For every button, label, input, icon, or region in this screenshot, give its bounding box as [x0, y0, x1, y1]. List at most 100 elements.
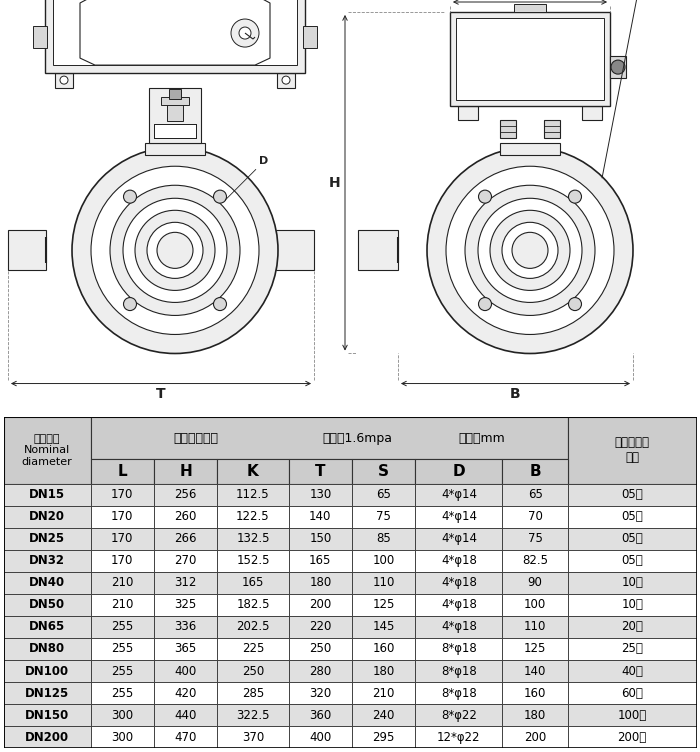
Text: 300: 300 — [111, 731, 134, 744]
Bar — [288, 550, 352, 572]
Bar — [503, 726, 568, 748]
Circle shape — [446, 166, 614, 335]
Bar — [544, 120, 560, 138]
Bar — [90, 572, 154, 594]
Text: 10型: 10型 — [621, 599, 643, 611]
Bar — [415, 484, 503, 505]
Text: 255: 255 — [111, 687, 134, 699]
Text: 140: 140 — [309, 510, 332, 523]
Bar — [514, 4, 546, 12]
Bar — [169, 89, 181, 99]
Text: 05型: 05型 — [622, 488, 643, 501]
Bar — [4, 594, 90, 616]
Text: 225: 225 — [241, 642, 264, 656]
Bar — [154, 505, 217, 528]
Text: DN50: DN50 — [29, 599, 65, 611]
Text: 210: 210 — [111, 599, 134, 611]
Bar — [568, 417, 696, 484]
Text: 112.5: 112.5 — [236, 488, 270, 501]
Text: 05型: 05型 — [622, 554, 643, 567]
Text: 4*φ18: 4*φ18 — [441, 576, 477, 590]
Text: 4*φ18: 4*φ18 — [441, 620, 477, 633]
Bar — [217, 616, 288, 638]
Circle shape — [135, 211, 215, 290]
Bar — [154, 484, 217, 505]
Bar — [90, 726, 154, 748]
Bar — [288, 638, 352, 660]
Text: 300: 300 — [111, 708, 134, 722]
Text: T: T — [156, 387, 166, 401]
Text: 440: 440 — [174, 708, 197, 722]
Text: 8*φ18: 8*φ18 — [441, 665, 477, 678]
Bar — [90, 616, 154, 638]
Text: 85: 85 — [377, 532, 391, 545]
Text: DN125: DN125 — [25, 687, 69, 699]
Bar — [154, 638, 217, 660]
Text: 270: 270 — [174, 554, 197, 567]
Text: 280: 280 — [309, 665, 331, 678]
Circle shape — [282, 76, 290, 84]
Bar — [217, 638, 288, 660]
Text: 165: 165 — [241, 576, 264, 590]
Text: 295: 295 — [372, 731, 395, 744]
Bar — [90, 638, 154, 660]
Text: 260: 260 — [174, 510, 197, 523]
Text: 12*φ22: 12*φ22 — [437, 731, 481, 744]
Text: 420: 420 — [174, 687, 197, 699]
Bar — [415, 638, 503, 660]
Text: 75: 75 — [376, 510, 391, 523]
Bar — [288, 594, 352, 616]
Text: DN20: DN20 — [29, 510, 65, 523]
Text: 400: 400 — [174, 665, 197, 678]
Text: 325: 325 — [174, 599, 197, 611]
Bar — [358, 230, 398, 271]
Bar — [4, 505, 90, 528]
Bar — [288, 484, 352, 505]
Text: 210: 210 — [372, 687, 395, 699]
Bar — [288, 682, 352, 704]
Bar — [4, 660, 90, 682]
Bar — [503, 616, 568, 638]
Bar — [90, 550, 154, 572]
Bar — [568, 484, 696, 505]
Bar — [161, 97, 189, 105]
Bar — [352, 682, 415, 704]
Bar — [415, 550, 503, 572]
Text: 25型: 25型 — [621, 642, 643, 656]
Bar — [415, 704, 503, 726]
Text: 336: 336 — [174, 620, 197, 633]
Text: 165: 165 — [309, 554, 332, 567]
Bar — [568, 682, 696, 704]
Text: 8*φ22: 8*φ22 — [441, 708, 477, 722]
Circle shape — [110, 185, 240, 315]
Bar — [500, 120, 516, 138]
Bar — [217, 550, 288, 572]
Text: 140: 140 — [524, 665, 546, 678]
Bar — [154, 594, 217, 616]
Bar — [352, 550, 415, 572]
Bar — [415, 459, 503, 484]
Text: 240: 240 — [372, 708, 395, 722]
Text: 322.5: 322.5 — [236, 708, 270, 722]
Bar — [288, 528, 352, 550]
Text: S: S — [378, 464, 389, 479]
Bar — [145, 143, 205, 155]
Bar — [352, 572, 415, 594]
Text: 312: 312 — [174, 576, 197, 590]
Text: DN40: DN40 — [29, 576, 65, 590]
Bar — [45, 0, 305, 73]
Bar — [303, 26, 317, 48]
Text: 82.5: 82.5 — [522, 554, 548, 567]
Bar — [568, 726, 696, 748]
Bar — [352, 484, 415, 505]
Text: 40型: 40型 — [621, 665, 643, 678]
Text: 130: 130 — [309, 488, 331, 501]
Circle shape — [490, 211, 570, 290]
Bar — [149, 88, 201, 143]
Text: 170: 170 — [111, 554, 134, 567]
Text: 20型: 20型 — [621, 620, 643, 633]
Bar — [415, 660, 503, 682]
Circle shape — [479, 190, 491, 203]
Bar — [568, 638, 696, 660]
Bar — [352, 638, 415, 660]
